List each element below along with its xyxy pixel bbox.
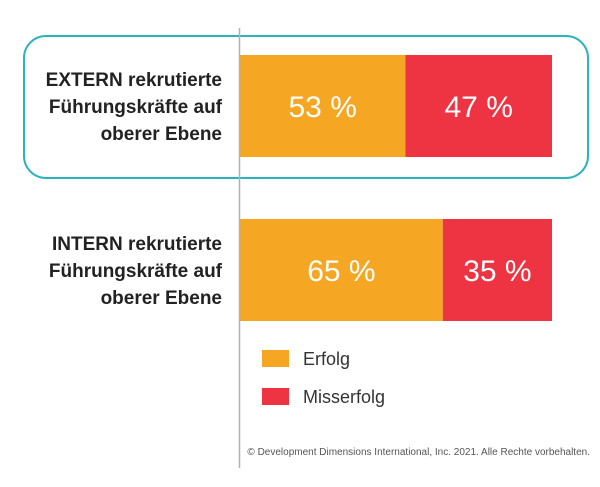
value-label-0-1: 47 % [444, 91, 512, 124]
value-label-0-0: 53 % [288, 91, 356, 124]
legend-swatch-erfolg [262, 350, 289, 367]
category-labels: EXTERN rekrutierte Führungskräfte auf ober… [46, 70, 223, 309]
highlight-box [23, 35, 589, 179]
copyright-footer: © Development Dimensions International, … [247, 447, 590, 458]
category-label-0-line-1: Führungskräfte auf [49, 97, 223, 118]
value-label-1-0: 65 % [307, 255, 375, 288]
category-label-0-line-0: EXTERN rekrutierte [46, 70, 222, 91]
bar-1-erfolg [240, 219, 443, 321]
legend-label-erfolg: Erfolg [303, 349, 350, 369]
category-label-1-line-0: INTERN rekrutierte [52, 234, 222, 255]
bar-0-erfolg [240, 55, 406, 157]
bar-1-misserfolg [442, 219, 552, 321]
category-label-1-line-2: oberer Ebene [101, 288, 222, 309]
legend-swatch-misserfolg [262, 388, 289, 405]
bars-group: 53 % 47 % 65 % 35 % [240, 55, 552, 321]
category-label-1-line-1: Führungskräfte auf [49, 261, 223, 282]
bar-0-misserfolg [405, 55, 552, 157]
value-label-1-1: 35 % [463, 255, 531, 288]
legend-label-misserfolg: Misserfolg [303, 387, 385, 407]
category-label-0-line-2: oberer Ebene [101, 124, 222, 145]
legend: Erfolg Misserfolg [262, 349, 385, 407]
